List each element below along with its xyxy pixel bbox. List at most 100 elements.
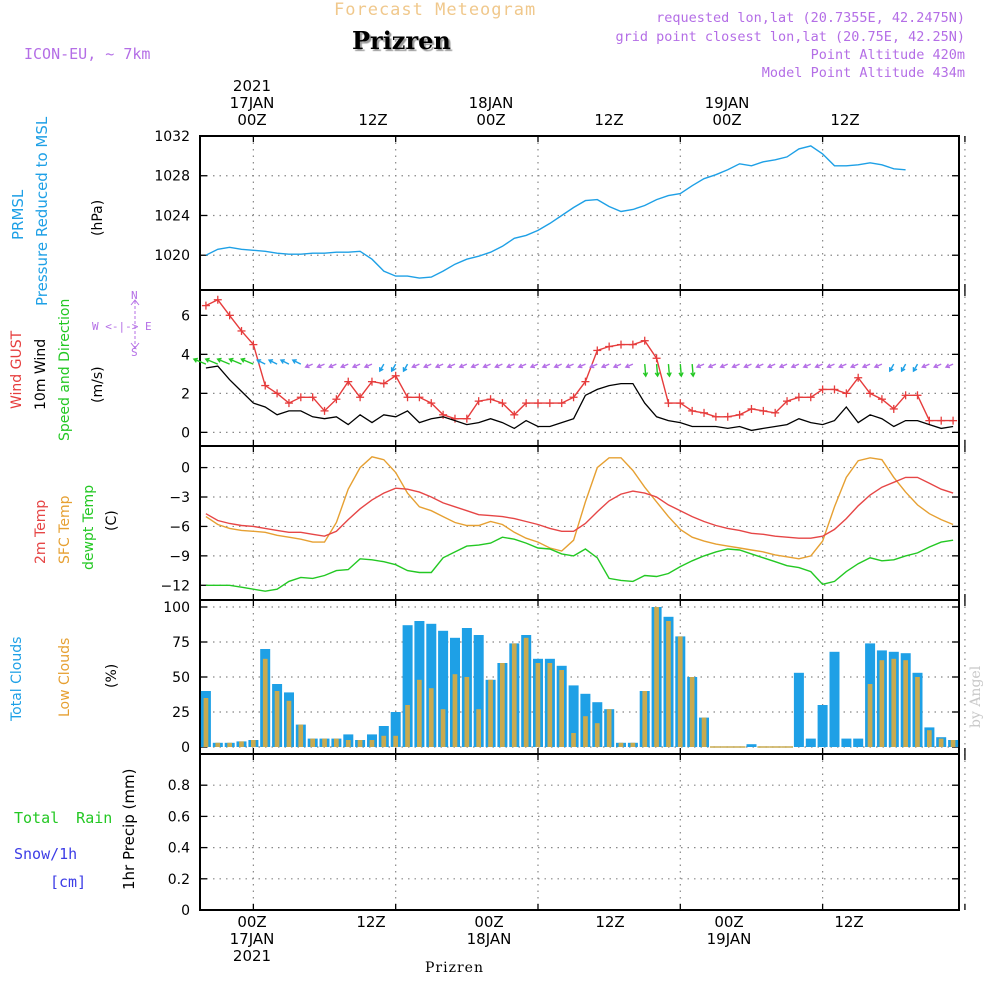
wind-arrow bbox=[205, 358, 219, 365]
city-title: Prizren bbox=[352, 26, 451, 55]
y-tick-label: 0.6 bbox=[168, 809, 190, 825]
low-cloud-bar bbox=[938, 738, 944, 747]
wind-arrow-head bbox=[517, 363, 524, 369]
wind-arrow-head bbox=[612, 363, 619, 369]
low-cloud-bar bbox=[559, 670, 564, 747]
wind-arrow bbox=[667, 364, 671, 377]
wind-arrow-head bbox=[624, 363, 630, 369]
total-cloud-bar bbox=[841, 738, 852, 747]
footer-city: Prizren bbox=[425, 960, 484, 976]
low-cloud-bar bbox=[310, 738, 315, 747]
low-cloud-bar bbox=[488, 679, 493, 747]
low-cloud-bar bbox=[689, 677, 695, 747]
wind-arrow-head bbox=[192, 357, 199, 363]
wind-arrow-head bbox=[912, 367, 918, 373]
low-cloud-bar bbox=[523, 637, 529, 747]
y-tick-label: 25 bbox=[172, 705, 190, 721]
wind-arrow-head bbox=[600, 363, 607, 369]
low-cloud-bar bbox=[879, 660, 885, 747]
low-cloud-bar bbox=[357, 740, 363, 747]
low-cloud-bar bbox=[677, 636, 683, 747]
low-cloud-bar bbox=[262, 658, 268, 747]
wind-arrow-head bbox=[204, 357, 210, 363]
wind-arrow-head bbox=[529, 363, 536, 369]
bottom-tick-label: 00Z 18JAN bbox=[466, 913, 512, 948]
wind-arrow-head bbox=[291, 359, 297, 364]
low-cloud-bar bbox=[891, 658, 897, 747]
wind-arrow-head bbox=[446, 363, 452, 369]
wind-arrow-head bbox=[240, 357, 246, 363]
compass-s: S bbox=[131, 346, 138, 359]
wind-arrow-head bbox=[494, 363, 500, 369]
low-cloud-bar bbox=[476, 709, 481, 747]
y-tick-label: 2 bbox=[181, 386, 190, 402]
wind-arrow-head bbox=[506, 363, 512, 369]
chart-frame bbox=[199, 135, 960, 911]
snow-unit-label: [cm] bbox=[50, 873, 87, 891]
total-cloud-bar bbox=[817, 705, 828, 747]
wind-arrow-head bbox=[379, 367, 384, 373]
point-altitude: Point Altitude 420m bbox=[810, 47, 965, 63]
y-tick-label: 6 bbox=[181, 308, 190, 324]
compass-n: N bbox=[131, 289, 138, 302]
wind-arrow-head bbox=[861, 363, 868, 369]
top-tick-label: 18JAN 00Z bbox=[468, 94, 514, 129]
low-cloud-bar bbox=[274, 691, 280, 747]
low-cloud-bar bbox=[428, 688, 434, 747]
top-tick-label: 12Z bbox=[830, 111, 860, 129]
y-tick-label: −3 bbox=[169, 490, 190, 506]
low-cloud-bar bbox=[227, 742, 232, 747]
wind-arrow-head bbox=[678, 372, 684, 378]
wind-arrow bbox=[679, 364, 683, 377]
total-cloud-bar bbox=[568, 685, 579, 747]
meteogram-title: Forecast Meteogram bbox=[334, 0, 537, 20]
low-cloud-bar bbox=[452, 674, 458, 747]
total-cloud-bar bbox=[853, 738, 864, 747]
wind-arrow-head bbox=[351, 363, 358, 369]
y-tick-label: 0.4 bbox=[168, 841, 190, 857]
wind-arrow-head bbox=[304, 363, 310, 369]
total-cloud-bar bbox=[426, 623, 437, 747]
wind-arrow-head bbox=[279, 359, 285, 364]
low-cloud-bar bbox=[345, 740, 351, 747]
y-tick-label: 75 bbox=[172, 635, 190, 651]
wind-arrow-head bbox=[228, 357, 234, 363]
top-tick-label: 19JAN 00Z bbox=[704, 94, 750, 129]
y-tick-label: 0.8 bbox=[168, 778, 190, 794]
wind-arrow-head bbox=[434, 363, 441, 369]
y-tick-label: −9 bbox=[169, 549, 190, 565]
wind-arrow-head bbox=[666, 372, 672, 378]
low-cloud-bar bbox=[927, 730, 932, 747]
total-cloud-bar bbox=[829, 651, 840, 747]
model-label: ICON-EU, ~ 7km bbox=[24, 45, 151, 63]
low-cloud-bar bbox=[369, 740, 375, 747]
wind-arrow-head bbox=[690, 372, 696, 378]
low-cloud-bar bbox=[867, 684, 873, 747]
wind-arrow-head bbox=[482, 363, 488, 369]
wind-arrow-head bbox=[707, 363, 713, 369]
dewpt-line bbox=[205, 536, 954, 592]
total-cloud-bar bbox=[438, 630, 449, 747]
sfc-temp-line bbox=[205, 456, 954, 560]
y-tick-label: 50 bbox=[172, 670, 190, 686]
wind-arrow-head bbox=[826, 363, 832, 369]
low-cloud-bar bbox=[381, 735, 387, 747]
wind-arrow-head bbox=[589, 363, 595, 369]
bottom-tick-label: 12Z bbox=[834, 913, 864, 931]
low-cloud-bar bbox=[915, 677, 920, 747]
y-tick-label: 100 bbox=[163, 600, 190, 616]
y-tick-label: 0.2 bbox=[168, 872, 190, 888]
y-tick-label: 0 bbox=[181, 425, 190, 441]
wind-arrow-head bbox=[470, 363, 476, 369]
y-tick-label: 1024 bbox=[154, 208, 190, 224]
total-cloud-bar bbox=[793, 672, 804, 747]
wind-arrow bbox=[193, 358, 207, 365]
low-cloud-bar bbox=[666, 621, 671, 747]
wind-arrow-head bbox=[553, 363, 559, 369]
wind-arrow-head bbox=[731, 363, 737, 369]
wind-arrow bbox=[292, 359, 302, 365]
wind-arrow-head bbox=[719, 363, 725, 369]
wind-arrow-head bbox=[743, 363, 749, 369]
wind-arrow-head bbox=[921, 363, 927, 369]
y-tick-label: −6 bbox=[169, 519, 190, 535]
